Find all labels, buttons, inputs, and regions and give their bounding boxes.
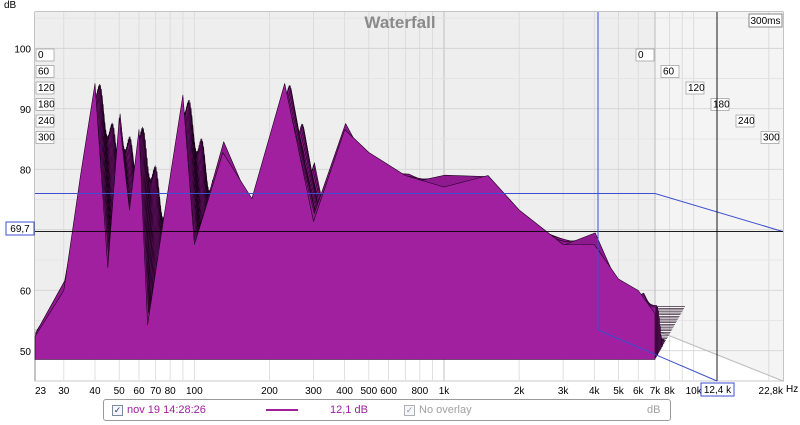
series-name: nov 19 14:28:26 (127, 404, 206, 416)
series-value: 12,1 dB (330, 404, 368, 416)
x-tick-label: 2k (514, 386, 526, 397)
legend-series[interactable]: ✓ nov 19 14:28:26 (112, 404, 206, 416)
svg-text:180: 180 (38, 100, 55, 111)
x-tick-label: 3k (558, 386, 570, 397)
overlay-label: No overlay (419, 404, 472, 416)
cursor-projection-diagonal (597, 329, 718, 382)
time-slice-label-back: 180 (710, 98, 730, 111)
x-tick-label: 70 (150, 386, 162, 397)
x-tick-label: 7k (650, 386, 662, 397)
overlay-checkbox[interactable]: ✓ (404, 404, 415, 416)
y-tick-label: 90 (20, 105, 32, 116)
time-slice-label-left: 180 (35, 98, 55, 111)
svg-text:60: 60 (663, 67, 675, 78)
svg-text:60: 60 (38, 67, 50, 78)
svg-text:240: 240 (38, 116, 55, 127)
y-tick-label: 60 (20, 286, 32, 297)
x-tick-label: 8k (664, 386, 676, 397)
time-slice-label-left: 0 (35, 48, 55, 62)
cursor-lines (35, 12, 784, 382)
svg-text:0: 0 (638, 50, 644, 61)
y-axis-ticks: 5060708090100 (14, 44, 31, 357)
time-slice-label-back: 240 (735, 114, 755, 128)
cursor-level-label: 69,7 (10, 224, 30, 235)
cursor-level-box[interactable]: 69,7 (5, 221, 35, 236)
peak-plane-line (35, 192, 784, 233)
legend: ✓ nov 19 14:28:26 12,1 dB ✓ No overlay d… (103, 399, 671, 421)
legend-overlay[interactable]: ✓ No overlay (404, 404, 472, 416)
x-tick-label: 23 (35, 386, 47, 397)
x-tick-label: 200 (261, 386, 278, 397)
time-slice-label-back: 120 (685, 81, 705, 95)
x-tick-label: 400 (336, 386, 353, 397)
time-labels: 0 0 60 60 120 120 180 180 240 240 300 300 (35, 48, 780, 144)
time-slice-label-left: 60 (35, 65, 55, 78)
x-axis-unit: Hz (786, 384, 798, 395)
time-slice-label-back: 300 (760, 131, 780, 144)
time-slice-label-left: 120 (35, 81, 55, 95)
series-checkbox[interactable]: ✓ (112, 404, 123, 416)
svg-text:0: 0 (38, 50, 44, 61)
svg-text:180: 180 (713, 100, 730, 111)
time-slice-label-left: 240 (35, 114, 55, 128)
x-tick-label: 500 (360, 386, 377, 397)
x-tick-label: 80 (165, 386, 177, 397)
x-tick-label: 1k (439, 386, 451, 397)
x-tick-label: 100 (186, 386, 203, 397)
chart-title: Waterfall (364, 13, 435, 32)
time-slice-label-back: 0 (635, 48, 655, 62)
svg-text:120: 120 (688, 83, 705, 94)
x-tick-label: 800 (411, 386, 428, 397)
time-range-box[interactable]: 300ms (748, 13, 783, 28)
time-range-label: 300ms (750, 16, 780, 27)
y-axis-label: dB (4, 0, 17, 11)
x-tick-label: 6k (633, 386, 645, 397)
time-slice-label-left: 300 (35, 131, 55, 144)
x-tick-label: 600 (380, 386, 397, 397)
svg-text:300: 300 (38, 133, 55, 144)
x-tick-label: 5k (613, 386, 625, 397)
series-color-line (266, 409, 298, 411)
x-tick-label: 40 (89, 386, 101, 397)
time-slice-label-back: 60 (660, 65, 680, 78)
x-tick-label: 10k (686, 386, 703, 397)
x-axis-ticks: 23 30 40 50 60 70 80 100 200 300 400 500 600 800 1k 2k 3… (35, 386, 784, 397)
svg-text:300: 300 (763, 133, 780, 144)
x-tick-label: 30 (58, 386, 70, 397)
x-tick-label: 22,8k (759, 386, 784, 397)
svg-text:120: 120 (38, 83, 55, 94)
x-tick-label: 50 (114, 386, 126, 397)
y-tick-label: 80 (20, 165, 32, 176)
x-tick-label: 4k (589, 386, 601, 397)
x-tick-label: 60 (133, 386, 145, 397)
svg-text:240: 240 (738, 116, 755, 127)
x-tick-label: 300 (305, 386, 322, 397)
cursor-frequency-box[interactable]: 12,4 k (700, 382, 735, 397)
overlay-unit: dB (647, 404, 661, 416)
y-tick-label: 50 (20, 347, 32, 358)
y-tick-label: 100 (14, 44, 31, 55)
cursor-frequency-label: 12,4 k (704, 385, 732, 396)
